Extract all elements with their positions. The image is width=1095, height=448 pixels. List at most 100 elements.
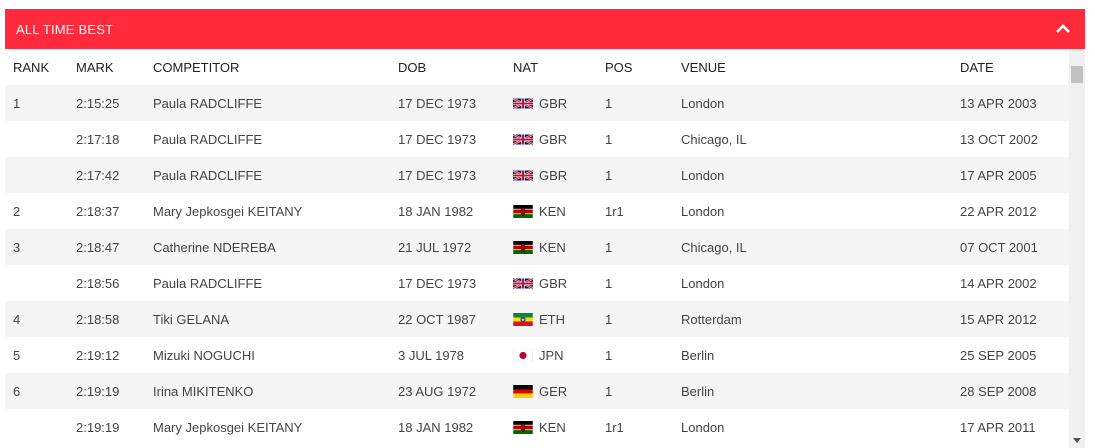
nat-code: KEN	[539, 419, 566, 435]
chevron-up-icon	[1056, 24, 1070, 33]
column-header-venue: VENUE	[681, 59, 726, 75]
cell-dob: 21 JUL 1972	[390, 229, 505, 265]
nat-code: ETH	[539, 311, 565, 327]
cell-date: 15 APR 2012	[952, 301, 1069, 337]
cell-rank	[5, 265, 68, 301]
cell-pos: 1r1	[597, 193, 673, 229]
eth-flag-icon	[513, 312, 533, 326]
all-time-best-widget: ALL TIME BEST RANK MARK COMPETITOR DOB NAT PO…	[5, 9, 1085, 448]
cell-rank	[5, 409, 68, 445]
scroll-down-button[interactable]	[1069, 432, 1085, 448]
ken-flag-icon	[513, 420, 533, 434]
cell-mark: 2:18:47	[68, 229, 145, 265]
cell-competitor: Mary Jepkosgei KEITANY	[145, 409, 390, 445]
cell-competitor: Mizuki NOGUCHI	[145, 337, 390, 373]
nat-code: JPN	[539, 347, 564, 363]
cell-date: 22 APR 2012	[952, 193, 1069, 229]
cell-competitor: Catherine NDEREBA	[145, 229, 390, 265]
cell-nat: GER	[505, 373, 597, 409]
table-row[interactable]: 5 2:19:12 Mizuki NOGUCHI 3 JUL 1978 JPN 1 Berl…	[5, 337, 1069, 373]
cell-nat: JPN	[505, 337, 597, 373]
cell-pos: 1	[597, 301, 673, 337]
table-row[interactable]: 1 2:15:25 Paula RADCLIFFE 17 DEC 1973 GBR 1 Lo…	[5, 85, 1069, 121]
cell-competitor: Paula RADCLIFFE	[145, 121, 390, 157]
cell-pos: 1	[597, 373, 673, 409]
cell-venue: Chicago, IL	[673, 229, 952, 265]
cell-rank	[5, 121, 68, 157]
gbr-flag-icon	[513, 133, 533, 146]
cell-rank: 5	[5, 337, 68, 373]
collapse-button[interactable]	[1052, 18, 1074, 40]
cell-dob: 18 JAN 1982	[390, 409, 505, 445]
nat-code: GBR	[539, 275, 568, 291]
table-row[interactable]: 2:19:19 Mary Jepkosgei KEITANY 18 JAN 1982…	[5, 409, 1069, 445]
ger-flag-icon	[513, 384, 533, 398]
jpn-flag-icon	[513, 348, 533, 362]
widget-header[interactable]: ALL TIME BEST	[5, 9, 1085, 49]
cell-pos: 1	[597, 229, 673, 265]
table-row[interactable]: 6 2:19:19 Irina MIKITENKO 23 AUG 1972 GER 1 Be…	[5, 373, 1069, 409]
cell-competitor: Tiki GELANA	[145, 301, 390, 337]
cell-mark: 2:18:58	[68, 301, 145, 337]
table-row[interactable]: 2 2:18:37 Mary Jepkosgei KEITANY 18 JAN 198…	[5, 193, 1069, 229]
cell-date: 13 APR 2003	[952, 85, 1069, 121]
cell-venue: London	[673, 265, 952, 301]
cell-rank: 2	[5, 193, 68, 229]
cell-date: 28 SEP 2008	[952, 373, 1069, 409]
cell-mark: 2:17:18	[68, 121, 145, 157]
table-row[interactable]: 2:18:56 Paula RADCLIFFE 17 DEC 1973 GBR 1 Lon…	[5, 265, 1069, 301]
cell-mark: 2:17:42	[68, 157, 145, 193]
cell-pos: 1	[597, 121, 673, 157]
cell-rank: 6	[5, 373, 68, 409]
cell-date: 17 APR 2011	[952, 409, 1069, 445]
vertical-scrollbar[interactable]	[1069, 49, 1085, 448]
cell-pos: 1r1	[597, 409, 673, 445]
gbr-flag-icon	[513, 277, 533, 290]
cell-pos: 1	[597, 265, 673, 301]
table-row[interactable]: 3 2:18:47 Catherine NDEREBA 21 JUL 1972 KEN 1…	[5, 229, 1069, 265]
cell-competitor: Paula RADCLIFFE	[145, 157, 390, 193]
cell-date: 13 OCT 2002	[952, 121, 1069, 157]
nat-code: GER	[539, 383, 568, 399]
cell-venue: London	[673, 157, 952, 193]
cell-dob: 17 DEC 1973	[390, 85, 505, 121]
cell-venue: Berlin	[673, 373, 952, 409]
cell-dob: 17 DEC 1973	[390, 121, 505, 157]
cell-dob: 17 DEC 1973	[390, 265, 505, 301]
nat-code: GBR	[539, 95, 568, 111]
cell-date: 14 APR 2002	[952, 265, 1069, 301]
cell-mark: 2:18:37	[68, 193, 145, 229]
cell-competitor: Irina MIKITENKO	[145, 373, 390, 409]
cell-nat: KEN	[505, 193, 597, 229]
table-row[interactable]: 4 2:18:58 Tiki GELANA 22 OCT 1987 ETH 1 Rotter…	[5, 301, 1069, 337]
widget-title: ALL TIME BEST	[16, 21, 114, 37]
table-row[interactable]: 2:17:18 Paula RADCLIFFE 17 DEC 1973 GBR 1 Chi…	[5, 121, 1069, 157]
cell-competitor: Paula RADCLIFFE	[145, 265, 390, 301]
column-header-dob: DOB	[398, 59, 427, 75]
table-row[interactable]: 2:17:42 Paula RADCLIFFE 17 DEC 1973 GBR 1 Lon…	[5, 157, 1069, 193]
cell-venue: London	[673, 193, 952, 229]
gbr-flag-icon	[513, 97, 533, 110]
cell-pos: 1	[597, 337, 673, 373]
table-container[interactable]: RANK MARK COMPETITOR DOB NAT POS VENUE DATE 1 2:…	[5, 49, 1085, 448]
cell-dob: 23 AUG 1972	[390, 373, 505, 409]
cell-venue: Berlin	[673, 337, 952, 373]
cell-rank	[5, 157, 68, 193]
cell-venue: Chicago, IL	[673, 121, 952, 157]
cell-nat: KEN	[505, 409, 597, 445]
cell-dob: 3 JUL 1978	[390, 337, 505, 373]
table-body: 1 2:15:25 Paula RADCLIFFE 17 DEC 1973 GBR 1 Lo…	[5, 85, 1069, 445]
cell-venue: Rotterdam	[673, 301, 952, 337]
cell-mark: 2:18:56	[68, 265, 145, 301]
cell-competitor: Paula RADCLIFFE	[145, 85, 390, 121]
cell-dob: 22 OCT 1987	[390, 301, 505, 337]
scrollbar-thumb[interactable]	[1071, 66, 1083, 83]
column-header-rank: RANK	[13, 59, 50, 75]
cell-pos: 1	[597, 85, 673, 121]
cell-nat: GBR	[505, 85, 597, 121]
cell-rank: 1	[5, 85, 68, 121]
cell-mark: 2:19:12	[68, 337, 145, 373]
cell-nat: KEN	[505, 229, 597, 265]
column-header-competitor: COMPETITOR	[153, 59, 240, 75]
nat-code: KEN	[539, 239, 566, 255]
